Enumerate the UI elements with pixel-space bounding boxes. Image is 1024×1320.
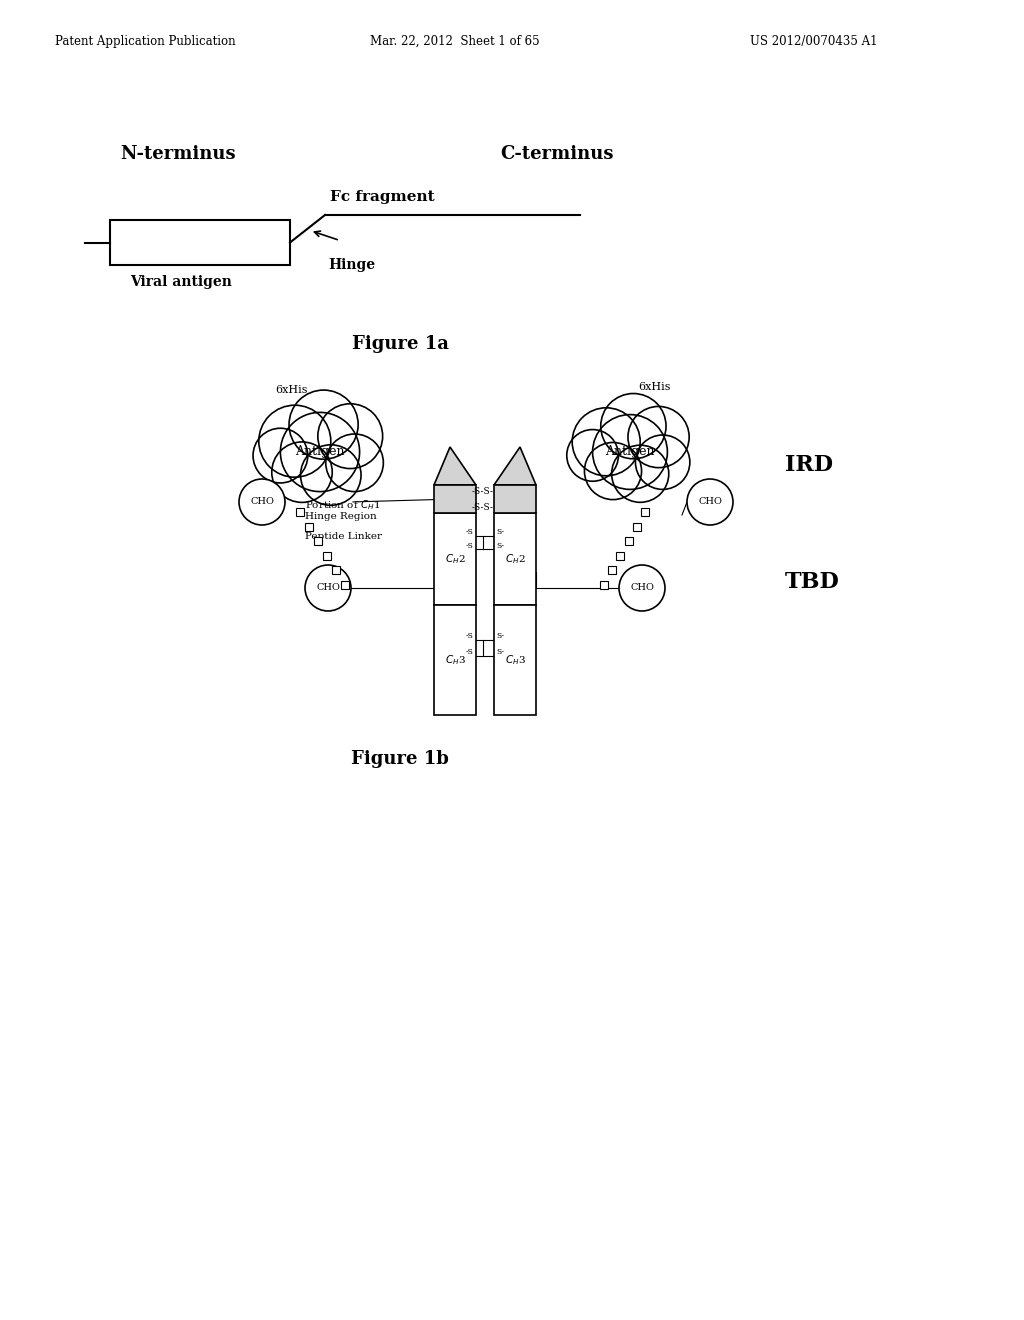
- Circle shape: [317, 404, 383, 469]
- Circle shape: [301, 445, 361, 506]
- Text: 6xHis: 6xHis: [275, 385, 307, 395]
- Text: -S: -S: [466, 648, 474, 656]
- FancyBboxPatch shape: [324, 552, 332, 560]
- Text: CHO: CHO: [316, 583, 340, 593]
- Text: US 2012/0070435 A1: US 2012/0070435 A1: [750, 36, 878, 48]
- FancyBboxPatch shape: [641, 508, 649, 516]
- Text: Portion of $C_H$1: Portion of $C_H$1: [305, 498, 381, 512]
- Text: S-: S-: [496, 632, 504, 640]
- FancyBboxPatch shape: [608, 566, 616, 574]
- FancyBboxPatch shape: [494, 484, 536, 513]
- Circle shape: [611, 445, 669, 503]
- Circle shape: [628, 407, 689, 467]
- Circle shape: [259, 405, 331, 478]
- Circle shape: [289, 391, 358, 459]
- Text: Figure 1a: Figure 1a: [351, 335, 449, 352]
- Text: Antigen: Antigen: [295, 446, 345, 458]
- FancyBboxPatch shape: [625, 537, 633, 545]
- Polygon shape: [434, 447, 476, 484]
- Circle shape: [618, 565, 665, 611]
- Text: $C_H$2: $C_H$2: [444, 552, 465, 566]
- Text: Antigen: Antigen: [605, 446, 654, 458]
- Circle shape: [305, 565, 351, 611]
- Text: -S: -S: [466, 528, 474, 536]
- FancyBboxPatch shape: [110, 220, 290, 265]
- FancyBboxPatch shape: [494, 513, 536, 605]
- Text: Hinge: Hinge: [328, 257, 375, 272]
- Circle shape: [281, 412, 359, 491]
- Text: Viral antigen: Viral antigen: [130, 275, 231, 289]
- FancyBboxPatch shape: [341, 581, 349, 589]
- Text: -S: -S: [466, 543, 474, 550]
- FancyBboxPatch shape: [434, 513, 476, 605]
- Text: CHO: CHO: [250, 498, 274, 507]
- Text: -S: -S: [466, 632, 474, 640]
- Circle shape: [593, 414, 668, 490]
- Text: CHO: CHO: [698, 498, 722, 507]
- Circle shape: [636, 436, 690, 490]
- FancyBboxPatch shape: [333, 566, 340, 574]
- FancyBboxPatch shape: [600, 581, 608, 589]
- Circle shape: [326, 434, 383, 491]
- FancyBboxPatch shape: [633, 523, 641, 531]
- Text: $C_H$2: $C_H$2: [505, 552, 525, 566]
- Text: Figure 1b: Figure 1b: [351, 750, 449, 768]
- Text: C-terminus: C-terminus: [500, 145, 613, 162]
- Text: CHO: CHO: [630, 583, 654, 593]
- FancyBboxPatch shape: [434, 605, 476, 715]
- FancyBboxPatch shape: [616, 552, 625, 560]
- Circle shape: [572, 408, 640, 475]
- Text: S-: S-: [496, 648, 504, 656]
- Text: Mar. 22, 2012  Sheet 1 of 65: Mar. 22, 2012 Sheet 1 of 65: [370, 36, 540, 48]
- FancyBboxPatch shape: [296, 508, 304, 516]
- Text: -S-S-: -S-S-: [472, 487, 494, 495]
- Circle shape: [566, 429, 618, 482]
- Circle shape: [239, 479, 285, 525]
- Circle shape: [253, 428, 308, 483]
- FancyBboxPatch shape: [314, 537, 323, 545]
- Text: $C_H$3: $C_H$3: [444, 653, 466, 667]
- Text: Patent Application Publication: Patent Application Publication: [55, 36, 236, 48]
- Circle shape: [601, 393, 666, 459]
- FancyBboxPatch shape: [494, 605, 536, 715]
- Circle shape: [585, 442, 642, 499]
- Text: S-: S-: [496, 543, 504, 550]
- FancyBboxPatch shape: [434, 484, 476, 513]
- Text: Fc fragment: Fc fragment: [330, 190, 434, 205]
- Text: N-terminus: N-terminus: [120, 145, 236, 162]
- Text: IRD: IRD: [785, 454, 833, 477]
- Text: Peptide Linker: Peptide Linker: [305, 532, 382, 541]
- Text: 6xHis: 6xHis: [638, 381, 671, 392]
- FancyBboxPatch shape: [305, 523, 313, 531]
- Text: $C_H$3: $C_H$3: [505, 653, 525, 667]
- Circle shape: [271, 442, 332, 503]
- Text: Hinge Region: Hinge Region: [305, 512, 377, 521]
- Text: S-: S-: [496, 528, 504, 536]
- Circle shape: [687, 479, 733, 525]
- Text: TBD: TBD: [785, 572, 840, 593]
- Polygon shape: [494, 447, 536, 484]
- Text: -S-S-: -S-S-: [472, 503, 494, 512]
